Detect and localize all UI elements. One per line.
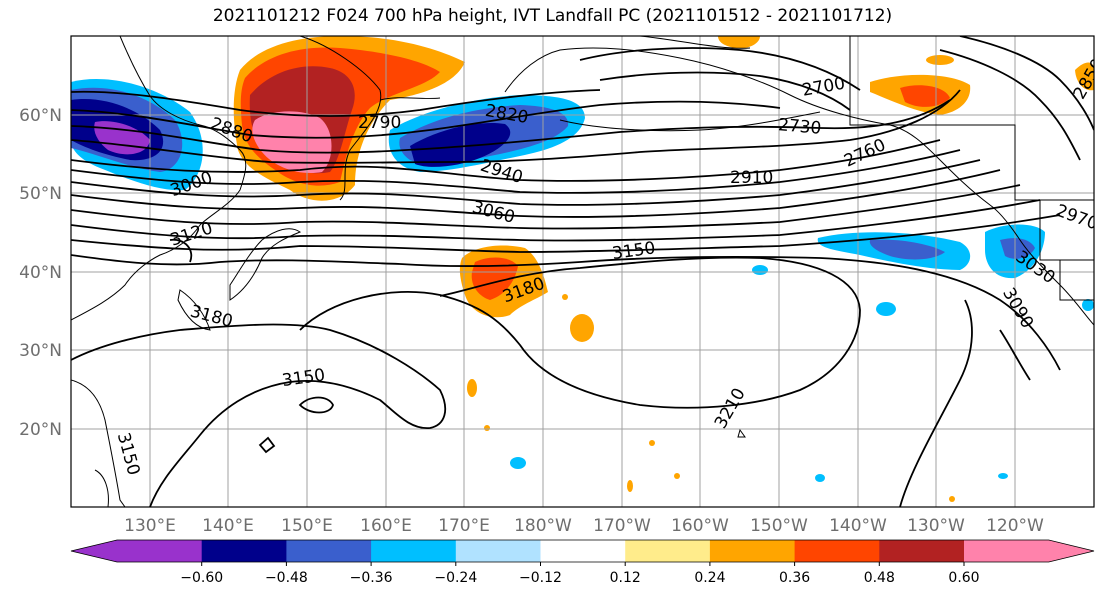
- map-title: 2021101212 F024 700 hPa height, IVT Land…: [212, 6, 893, 26]
- contour-label: 2790: [358, 113, 401, 133]
- colorbar-segment: [964, 540, 1050, 562]
- height-contours: [71, 36, 1094, 507]
- lon-label: 180°W: [514, 516, 572, 536]
- colorbar-segment: [709, 540, 796, 562]
- colorbar-segment: [117, 540, 203, 562]
- colorbar-tick-label: −0.24: [434, 570, 477, 586]
- colorbar-tick-label: −0.12: [519, 570, 562, 586]
- colorbar-tick-label: −0.60: [180, 570, 223, 586]
- contour-label: 2730: [777, 115, 822, 139]
- colorbar-extend-max: [1048, 540, 1094, 562]
- lon-label: 150°E: [281, 516, 333, 536]
- lon-label: 170°E: [438, 516, 490, 536]
- lon-label: 170°W: [593, 516, 651, 536]
- lat-label: 50°N: [19, 184, 62, 204]
- lon-label: 160°E: [360, 516, 412, 536]
- lat-label: 40°N: [19, 263, 62, 283]
- lat-label: 60°N: [19, 106, 62, 126]
- contour-label: 2910: [730, 168, 773, 188]
- longitude-labels: 130°E 140°E 150°E 160°E 170°E 180°W 170°…: [124, 516, 1044, 536]
- colorbar-outline: [70, 539, 1095, 563]
- colorbar-tick-label: −0.48: [265, 570, 308, 586]
- colorbar-tick-label: 0.24: [694, 570, 725, 586]
- lon-label: 150°W: [750, 516, 808, 536]
- lat-label: 30°N: [19, 341, 62, 361]
- colorbar-tick-label: 0.60: [948, 570, 979, 586]
- colorbar-tick-label: −0.36: [350, 570, 393, 586]
- colorbar-segment: [794, 540, 880, 562]
- colorbar-tick-label: 0.36: [779, 570, 810, 586]
- map-border: [70, 35, 1095, 508]
- colorbar-tick-label: 0.12: [610, 570, 641, 586]
- latitude-labels: 60°N 50°N 40°N 30°N 20°N: [19, 106, 62, 440]
- lon-label: 140°E: [202, 516, 254, 536]
- lat-label: 20°N: [19, 420, 62, 440]
- lon-label: 160°W: [671, 516, 729, 536]
- colorbar-segment: [455, 540, 541, 562]
- lon-label: 140°W: [829, 516, 887, 536]
- colorbar-segment: [625, 540, 711, 562]
- colorbar-tick-label: 0.48: [864, 570, 895, 586]
- lon-label: 130°W: [907, 516, 965, 536]
- colorbar: −0.60 −0.48 −0.36 −0.24 −0.12 0.12 0.24 0.36 0.4…: [70, 539, 1095, 586]
- colorbar-segment: [371, 540, 457, 562]
- graticule: [71, 36, 1094, 507]
- lon-label: 120°W: [986, 516, 1044, 536]
- lon-label: 130°E: [124, 516, 176, 536]
- colorbar-segment: [201, 540, 287, 562]
- colorbar-extend-min: [71, 540, 117, 562]
- colorbar-segment: [286, 540, 372, 562]
- colorbar-segment: [879, 540, 965, 562]
- coastlines: [71, 36, 1094, 507]
- colorbar-segment: [540, 540, 626, 562]
